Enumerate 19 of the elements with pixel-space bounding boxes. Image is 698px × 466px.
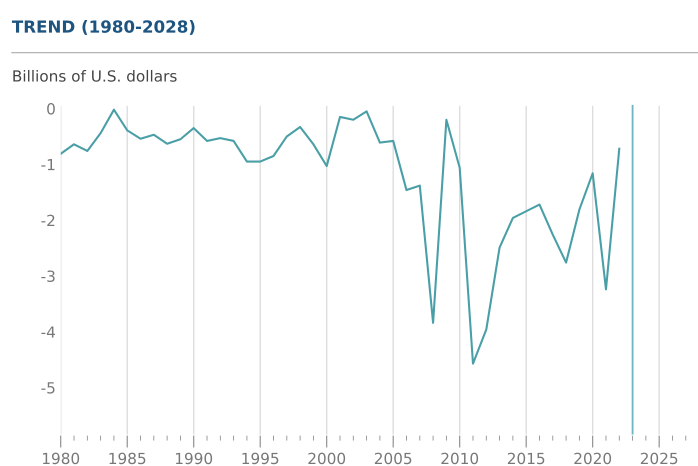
x-tick-label: 2010	[441, 452, 478, 464]
chart-title: TREND (1980-2028)	[12, 20, 195, 35]
y-axis-title: Billions of U.S. dollars	[13, 70, 177, 82]
y-tick-label: 0	[47, 103, 55, 115]
line-series	[60, 108, 620, 365]
x-tick-label: 2000	[308, 452, 346, 464]
y-tick-label: -3	[41, 270, 55, 282]
x-tick-label: 1980	[42, 452, 80, 464]
x-tick-label: 1990	[176, 452, 212, 464]
x-tick-label: 1985	[109, 452, 146, 464]
y-tick-label: -4	[41, 326, 56, 338]
y-tick-label: -1	[41, 159, 54, 170]
y-tick-label: -2	[41, 214, 54, 226]
x-tick-label: 1995	[242, 452, 278, 464]
x-tick-label: 2005	[374, 452, 412, 464]
x-tick-label: 2015	[508, 452, 544, 464]
x-tick-label: 2020	[574, 452, 612, 464]
x-tick-label: 2025	[640, 452, 678, 464]
y-tick-label: -5	[41, 382, 55, 394]
